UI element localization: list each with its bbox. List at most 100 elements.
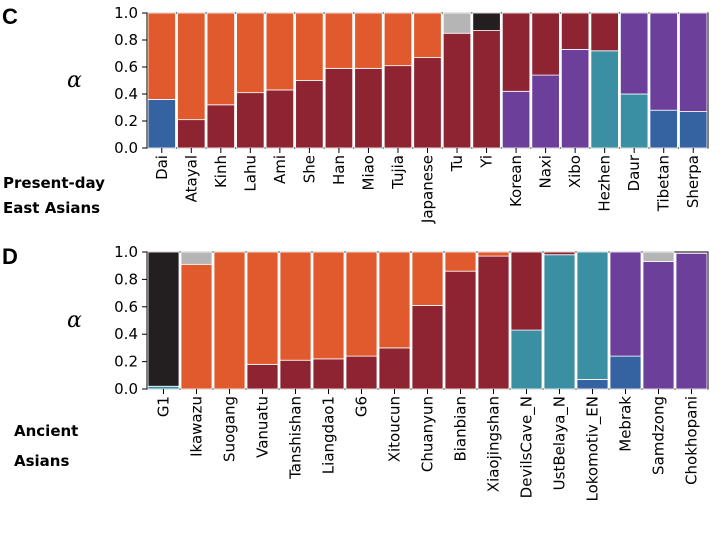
category-label-c-korean: Korean: [507, 155, 525, 207]
category-label-c-dai: Dai: [153, 155, 171, 180]
bar-segment-d-liangdao1-0: [312, 358, 345, 390]
category-label-c-tu: Tu: [448, 155, 466, 172]
bar-segment-c-tibetan-0: [649, 109, 678, 149]
bar-segment-d-ikawazu-1: [180, 251, 213, 265]
y-tick-label-c-2: 0.4: [114, 85, 138, 103]
category-label-c-kinh: Kinh: [212, 155, 230, 188]
panel-letter-c: C: [2, 4, 18, 29]
category-label-d-chokhopani: Chokhopani: [683, 396, 701, 485]
bar-segment-d-ikawazu-0: [180, 263, 213, 390]
bar-segment-d-mebrak-0: [609, 355, 642, 390]
bar-segment-c-naxi-1: [531, 12, 560, 76]
category-label-d-chuanyun: Chuanyun: [419, 396, 437, 472]
bar-segment-c-daur-0: [620, 93, 649, 149]
bar-segment-c-dai-0: [147, 99, 176, 149]
bar-segment-c-lahu-1: [236, 12, 265, 94]
bar-segment-d-samdzong-1: [642, 251, 675, 262]
category-label-d-g6: G6: [353, 396, 371, 417]
bar-segment-c-she-0: [295, 80, 324, 149]
bar-segment-d-vanuatu-0: [246, 363, 279, 390]
y-tick-label-d-2: 0.4: [114, 325, 138, 343]
category-label-c-she: She: [300, 155, 318, 183]
bar-segment-c-kinh-1: [206, 12, 235, 106]
group-label-d-line2: Asians: [14, 452, 69, 470]
bar-segment-d-lokomotiv_en-0: [576, 379, 609, 390]
bar-segment-c-yi-0: [472, 30, 501, 149]
category-label-d-samdzong: Samdzong: [650, 396, 668, 475]
category-label-d-suogang: Suogang: [221, 396, 239, 462]
category-label-d-xitoucun: Xitoucun: [386, 396, 404, 462]
group-label-c-line1: Present-day: [3, 174, 105, 192]
y-tick-label-c-4: 0.8: [114, 31, 138, 49]
bar-segment-c-naxi-0: [531, 74, 560, 149]
bar-segment-c-tujia-1: [383, 12, 413, 67]
bar-segment-d-mebrak-1: [609, 251, 642, 357]
bar-segment-c-lahu-0: [236, 92, 265, 149]
bar-segment-d-g6-1: [345, 251, 378, 357]
bar-segment-d-bianbian-1: [444, 251, 477, 272]
bar-segment-c-ami-0: [265, 89, 295, 149]
bar-segment-c-han-0: [324, 67, 354, 149]
category-label-c-daur: Daur: [625, 154, 643, 191]
bar-segment-d-xiaojingshan-0: [477, 255, 510, 390]
bar-segment-d-suogang-0: [213, 251, 246, 390]
bar-segment-d-tanshishan-0: [279, 359, 312, 390]
category-label-d-g1: G1: [155, 396, 173, 417]
y-tick-label-c-5: 1.0: [114, 4, 138, 22]
bar-segment-d-chokhopani-0: [675, 252, 708, 390]
bar-segment-c-sherpa-1: [679, 12, 708, 112]
y-tick-label-c-0: 0.0: [114, 139, 138, 157]
bar-segment-c-atayal-1: [177, 12, 206, 121]
bar-segment-c-xibo-0: [560, 49, 590, 149]
category-label-c-naxi: Naxi: [537, 155, 555, 188]
category-label-c-tibetan: Tibetan: [655, 155, 673, 212]
category-label-c-xibo: Xibo: [566, 155, 584, 188]
bar-segment-c-xibo-1: [560, 12, 590, 50]
category-label-c-miao: Miao: [359, 155, 377, 190]
y-tick-label-d-0: 0.0: [114, 380, 138, 398]
y-axis-label-c: α: [67, 68, 82, 93]
bar-segment-d-samdzong-0: [642, 261, 675, 390]
y-tick-label-d-4: 0.8: [114, 270, 138, 288]
y-tick-label-d-3: 0.6: [114, 298, 138, 316]
category-label-d-vanuatu: Vanuatu: [254, 396, 272, 458]
y-tick-label-d-1: 0.2: [114, 353, 138, 371]
bar-segment-d-ustbelaya_n-0: [543, 254, 576, 390]
bar-segment-c-tu-0: [442, 32, 472, 149]
bar-segment-c-tibetan-1: [649, 12, 678, 111]
bar-segment-d-g1-0: [147, 385, 180, 390]
category-label-d-devilscave_n: DevilsCave_N: [518, 396, 537, 498]
bar-segment-c-ami-1: [265, 12, 295, 91]
category-label-d-ustbelaya_n: UstBelaya_N: [551, 396, 570, 490]
y-tick-label-c-1: 0.2: [114, 112, 138, 130]
category-label-d-mebrak: Mebrak: [617, 396, 635, 452]
bar-segment-c-korean-0: [501, 90, 531, 149]
bar-segment-d-tanshishan-1: [279, 251, 312, 361]
category-label-d-bianbian: Bianbian: [452, 396, 470, 462]
bar-segment-c-japanese-1: [413, 12, 442, 58]
bar-segment-c-dai-1: [147, 12, 176, 100]
category-label-c-han: Han: [330, 155, 348, 185]
bar-segment-d-g6-0: [345, 355, 378, 390]
bar-segment-d-chuanyun-0: [411, 305, 444, 390]
category-label-c-yi: Yi: [478, 155, 496, 169]
bar-segment-d-devilscave_n-0: [510, 329, 543, 390]
bar-segment-c-she-1: [295, 12, 324, 81]
category-label-d-tanshishan: Tanshishan: [287, 396, 305, 480]
y-tick-label-c-3: 0.6: [114, 58, 138, 76]
category-label-c-hezhen: Hezhen: [596, 155, 614, 212]
bar-segment-c-sherpa-0: [679, 111, 708, 149]
bar-segment-d-g1-1: [147, 251, 180, 387]
bar-segment-d-xitoucun-1: [378, 251, 411, 349]
category-label-d-lokomotiv_en: Lokomotiv_EN: [584, 396, 603, 502]
bar-segment-c-miao-1: [354, 12, 383, 69]
bar-segment-d-lokomotiv_en-1: [576, 251, 609, 380]
bar-segment-c-daur-1: [620, 12, 649, 95]
bar-segment-c-atayal-0: [177, 119, 206, 149]
bar-segment-d-bianbian-0: [444, 270, 477, 390]
category-label-c-japanese: Japanese: [419, 155, 437, 224]
bar-segment-c-yi-1: [472, 12, 501, 31]
category-label-c-atayal: Atayal: [182, 155, 200, 202]
bar-segment-d-xiaojingshan-1: [477, 251, 510, 257]
y-tick-label-d-5: 1.0: [114, 243, 138, 261]
